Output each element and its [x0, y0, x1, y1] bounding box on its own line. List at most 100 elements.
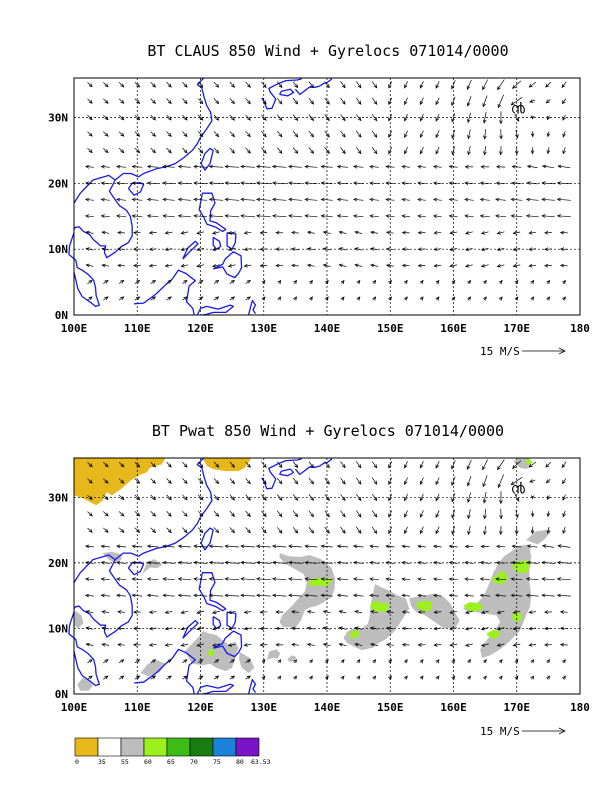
wind-arrow-shaft [276, 527, 283, 534]
wind-arrow-shaft [163, 594, 175, 597]
wind-arrow-shaft [101, 182, 110, 185]
wind-arrow [116, 577, 127, 581]
wind-arrow-shaft [305, 182, 318, 185]
wind-arrow-shaft [370, 231, 378, 234]
wind-arrow-shaft [323, 627, 331, 630]
wind-arrow [208, 164, 224, 169]
wind-arrow-head [306, 642, 312, 647]
wind-arrow [464, 577, 474, 581]
wind-arrow-head [498, 659, 503, 664]
wind-arrow-head [385, 593, 390, 598]
wind-arrow [240, 593, 255, 598]
wind-arrow-head [151, 659, 157, 663]
wind-arrow [243, 231, 252, 235]
coastline-segment [212, 251, 243, 279]
wind-arrow-head [544, 610, 549, 614]
wind-arrow-shaft [371, 510, 378, 518]
wind-arrow-head [243, 643, 248, 647]
wind-arrow-shaft [547, 131, 550, 137]
wind-arrow-head [370, 247, 375, 251]
wind-arrow [546, 296, 550, 301]
wind-arrow-head [231, 480, 235, 485]
wind-arrow-head [177, 214, 182, 218]
wind-arrow-shaft [212, 247, 220, 251]
pwat-gray-area [74, 610, 84, 629]
wind-arrow-shaft [87, 115, 93, 120]
colorbar-box [189, 737, 214, 757]
wind-arrow [103, 462, 109, 468]
wind-arrow [561, 81, 567, 89]
wind-arrow [146, 593, 159, 598]
wind-arrow-head [483, 675, 487, 680]
wind-arrow-head [275, 610, 280, 614]
wind-arrow [255, 577, 271, 581]
wind-arrow-head [419, 100, 424, 106]
wind-arrow-head [530, 150, 535, 155]
wind-arrow-head [104, 479, 109, 484]
wind-arrow-head [322, 263, 327, 268]
wind-arrow-head [116, 214, 121, 218]
wind-arrow-head [271, 577, 277, 581]
wind-arrow-shaft [308, 114, 314, 121]
wind-arrow-shaft [484, 508, 487, 519]
wind-arrow [403, 675, 408, 680]
wind-arrow [324, 526, 330, 534]
wind-arrow-head [510, 214, 515, 218]
wind-arrow-shaft [480, 182, 490, 185]
colorbar-label: 65 [167, 758, 175, 766]
wind-arrow-head [310, 149, 314, 155]
wind-arrow-shaft [178, 166, 191, 168]
wind-arrow-head [467, 135, 471, 140]
wind-arrow-head [322, 610, 327, 614]
wind-arrow-shaft [495, 594, 507, 597]
wind-arrow-head [196, 264, 201, 268]
wind-arrow-shaft [449, 215, 458, 218]
wind-arrow [510, 476, 523, 486]
wind-arrow-head [100, 544, 105, 549]
wind-arrow-head [199, 116, 204, 121]
wind-arrow-head [528, 643, 533, 647]
wind-arrow [148, 643, 157, 647]
wind-arrow-head [326, 84, 330, 89]
wind-arrow-shaft [193, 166, 208, 168]
wind-arrow-shaft [228, 248, 236, 251]
coastline-segment [294, 78, 333, 96]
wind-arrow [530, 659, 535, 664]
wind-arrow-shaft [228, 643, 236, 646]
wind-arrow [419, 493, 424, 502]
x-tick-label: 150E [377, 701, 404, 714]
wind-arrow-head [464, 577, 469, 581]
wind-arrow-head [133, 626, 138, 631]
wind-arrow [544, 610, 552, 614]
wind-arrow-head [324, 659, 329, 664]
wind-arrow-head [183, 479, 188, 484]
wind-arrow-head [131, 214, 136, 218]
wind-arrow-head [562, 133, 566, 138]
wind-arrow [117, 626, 125, 631]
wind-arrow [483, 279, 487, 285]
wind-arrow-head [435, 513, 440, 518]
wind-arrow [483, 659, 487, 664]
wind-arrow [304, 181, 318, 185]
wind-arrow-head [385, 577, 390, 581]
wind-arrow [148, 610, 157, 614]
coastline-pwat [68, 457, 333, 695]
wind-arrow-shaft [511, 476, 523, 485]
wind-arrow [496, 247, 505, 252]
wind-arrow-shaft [165, 264, 173, 267]
wind-arrow-head [151, 675, 157, 680]
wind-arrow-shaft [371, 130, 378, 138]
wind-arrow [162, 560, 175, 565]
wind-arrow-head [306, 263, 312, 268]
wind-arrow-shaft [245, 477, 251, 484]
wind-arrow [324, 510, 330, 518]
wind-arrow [213, 675, 220, 680]
wind-arrow-shaft [197, 461, 204, 468]
wind-arrow [87, 296, 93, 301]
wind-arrow-head [151, 496, 156, 501]
wind-arrow-shaft [542, 545, 554, 548]
wind-arrow-shaft [213, 675, 219, 680]
wind-arrow [545, 461, 552, 468]
wind-arrow-head [451, 675, 456, 680]
wind-arrow [340, 114, 346, 122]
